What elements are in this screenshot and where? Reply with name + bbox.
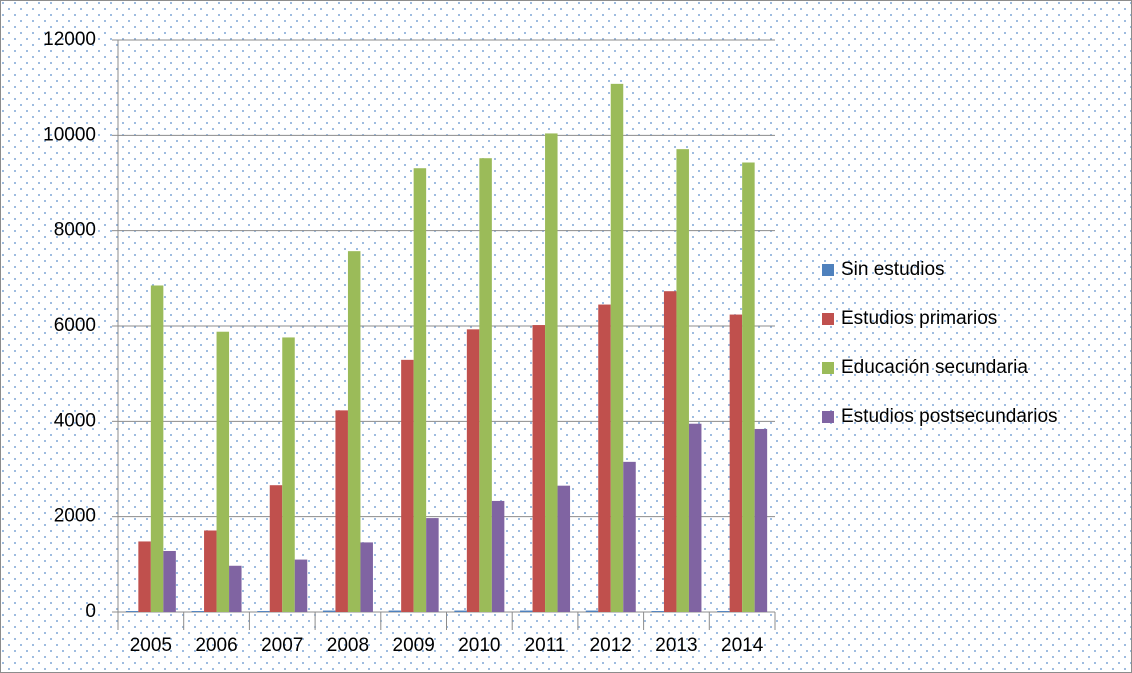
y-tick-label: 8000 [54, 220, 96, 241]
legend-label: Sin estudios [841, 259, 945, 280]
legend-swatch [822, 264, 834, 276]
bar [651, 611, 664, 612]
bar [257, 611, 270, 612]
bar [479, 158, 492, 613]
bar [729, 314, 743, 612]
bar [610, 83, 624, 612]
y-tick-label: 0 [85, 601, 96, 622]
legend-swatch [822, 362, 834, 374]
y-tick-label: 4000 [54, 410, 96, 431]
bar [663, 291, 677, 612]
bar [413, 168, 427, 612]
y-tick-label: 12000 [43, 29, 96, 50]
bar [138, 541, 151, 612]
x-tick-label: 2014 [721, 635, 764, 656]
bar [557, 485, 571, 612]
bar [388, 610, 402, 612]
bar [294, 559, 308, 612]
bar [545, 133, 558, 612]
bar [125, 611, 139, 612]
legend-label: Estudios primarios [841, 308, 997, 329]
x-tick-label: 2012 [590, 635, 632, 656]
x-tick-label: 2011 [525, 635, 566, 656]
bar [742, 162, 755, 612]
bar [163, 550, 176, 612]
legend-label: Estudios postsecundarios [841, 406, 1058, 427]
bar [191, 611, 205, 612]
bar [676, 149, 689, 612]
bar [717, 611, 730, 612]
bar [360, 542, 373, 612]
bar [401, 359, 414, 612]
bar [491, 500, 505, 612]
x-tick-label: 2013 [655, 635, 697, 656]
bar [150, 285, 164, 612]
bar [204, 530, 217, 612]
legend-swatch [822, 411, 834, 423]
x-tick-label: 2007 [261, 635, 303, 656]
bar [754, 428, 768, 612]
bar [466, 329, 480, 612]
plot-area: 0 2000 4000 6000 8000 10000 12000 2005 2006 2007 2… [43, 29, 1057, 656]
y-tick-label: 6000 [54, 315, 96, 336]
bar [454, 610, 467, 612]
bar [585, 610, 599, 612]
bar [426, 518, 439, 612]
bar [322, 610, 336, 612]
y-tick-label: 2000 [54, 506, 96, 527]
bar [688, 423, 702, 612]
bar [623, 461, 636, 612]
bar [282, 337, 295, 612]
x-tick-label: 2006 [195, 635, 237, 656]
bar [532, 325, 546, 612]
bar [269, 485, 283, 612]
bar [335, 410, 348, 612]
bar [347, 251, 361, 612]
legend-label: Educación secundaria [841, 357, 1028, 378]
x-tick-label: 2005 [130, 635, 172, 656]
bar [216, 331, 230, 612]
bar [520, 610, 533, 612]
y-tick-label: 10000 [43, 124, 96, 145]
x-tick-label: 2010 [458, 635, 500, 656]
x-tick-label: 2008 [327, 635, 369, 656]
bar [229, 565, 242, 612]
legend-swatch [822, 313, 834, 325]
x-tick-label: 2009 [393, 635, 435, 656]
bar [598, 304, 611, 612]
